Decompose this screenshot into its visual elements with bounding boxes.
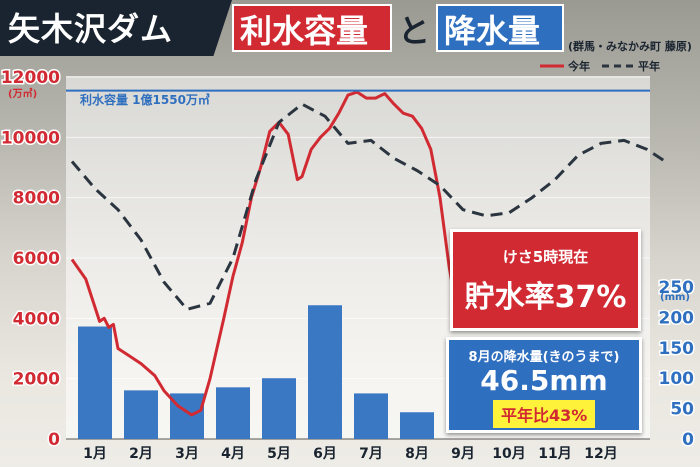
header: 矢木沢ダム 利水容量 と 降水量 (群馬・みなかみ町 藤原) bbox=[0, 0, 700, 56]
x-tick-label: 4月 bbox=[221, 446, 245, 462]
left-tick-label: 2000 bbox=[13, 370, 60, 390]
x-tick-label: 1月 bbox=[83, 446, 107, 462]
precip-bar-7 bbox=[354, 393, 388, 439]
left-tick-label: 4000 bbox=[13, 309, 60, 329]
rainfall-box: 8月の降水量(きのうまで) 46.5mm 平年比43% bbox=[446, 337, 642, 433]
precip-bar-6 bbox=[308, 305, 342, 439]
x-tick-label: 10月 bbox=[492, 446, 525, 462]
right-tick-label: 200 bbox=[659, 308, 695, 328]
x-tick-label: 9月 bbox=[451, 446, 475, 462]
legend-this-year-label: 今年 bbox=[567, 59, 590, 73]
right-axis-unit: (mm) bbox=[660, 292, 690, 303]
left-tick-label: 6000 bbox=[13, 249, 60, 269]
x-tick-label: 2月 bbox=[129, 446, 153, 462]
right-axis-ticks: 0 50 100 150 200 250 bbox=[657, 277, 696, 452]
title-red-box bbox=[232, 4, 392, 52]
right-tick-label: 100 bbox=[659, 369, 695, 389]
right-tick-label: 150 bbox=[659, 339, 695, 359]
legend-normal-year-label: 平年 bbox=[638, 59, 660, 73]
title-blue-box bbox=[436, 4, 564, 52]
x-tick-label: 8月 bbox=[405, 446, 429, 462]
right-tick-label: 250 bbox=[659, 278, 695, 298]
title-panel bbox=[0, 0, 232, 56]
precip-bar-1 bbox=[78, 326, 112, 439]
left-tick-label: 8000 bbox=[13, 189, 60, 209]
normal-year-line bbox=[70, 102, 667, 311]
dam-name: 矢木沢ダム bbox=[8, 10, 174, 48]
rainfall-ratio: 平年比43% bbox=[493, 400, 596, 428]
x-tick-label: 3月 bbox=[175, 446, 199, 462]
title-connector: と bbox=[398, 12, 431, 50]
location-label: (群馬・みなかみ町 藤原) bbox=[568, 40, 692, 53]
left-axis-ticks: 0 2000 4000 6000 8000 10000 12000 bbox=[0, 67, 62, 452]
capacity-label: 利水容量 1億1550万㎥ bbox=[80, 92, 210, 107]
x-tick-label: 12月 bbox=[584, 446, 617, 462]
left-tick-label: 0 bbox=[48, 430, 60, 450]
precip-bar-8 bbox=[400, 412, 434, 439]
precip-bar-2 bbox=[124, 390, 158, 439]
right-tick-label: 0 bbox=[682, 430, 694, 450]
precip-bar-3 bbox=[170, 393, 204, 439]
x-tick-label: 7月 bbox=[359, 446, 383, 462]
right-tick-label: 50 bbox=[670, 400, 694, 420]
left-tick-label: 10000 bbox=[1, 128, 60, 148]
rainfall-label: 8月の降水量(きのうまで) bbox=[468, 350, 620, 365]
precip-bar-5 bbox=[262, 378, 296, 439]
left-tick-label: 12000 bbox=[1, 68, 60, 88]
precipitation-bars bbox=[78, 305, 434, 439]
x-tick-label: 5月 bbox=[267, 446, 291, 462]
x-tick-label: 6月 bbox=[313, 446, 337, 462]
this-year-line bbox=[70, 90, 468, 417]
storage-rate-value: 貯水率37% bbox=[464, 280, 627, 315]
rainfall-value: 46.5mm bbox=[480, 364, 608, 397]
title-precipitation: 降水量 bbox=[444, 12, 541, 50]
x-axis-ticks: 1月 2月 3月 4月 5月 6月 7月 8月 9月 10月 11月 12月 bbox=[83, 446, 618, 462]
storage-time-label: けさ5時現在 bbox=[502, 248, 589, 266]
left-axis-unit: (万㎥) bbox=[8, 87, 37, 100]
title-capacity: 利水容量 bbox=[240, 12, 369, 50]
precip-bar-4 bbox=[216, 387, 250, 439]
x-tick-label: 11月 bbox=[538, 446, 571, 462]
storage-rate-box: けさ5時現在 貯水率37% bbox=[450, 229, 641, 331]
storage-lines bbox=[70, 90, 667, 417]
